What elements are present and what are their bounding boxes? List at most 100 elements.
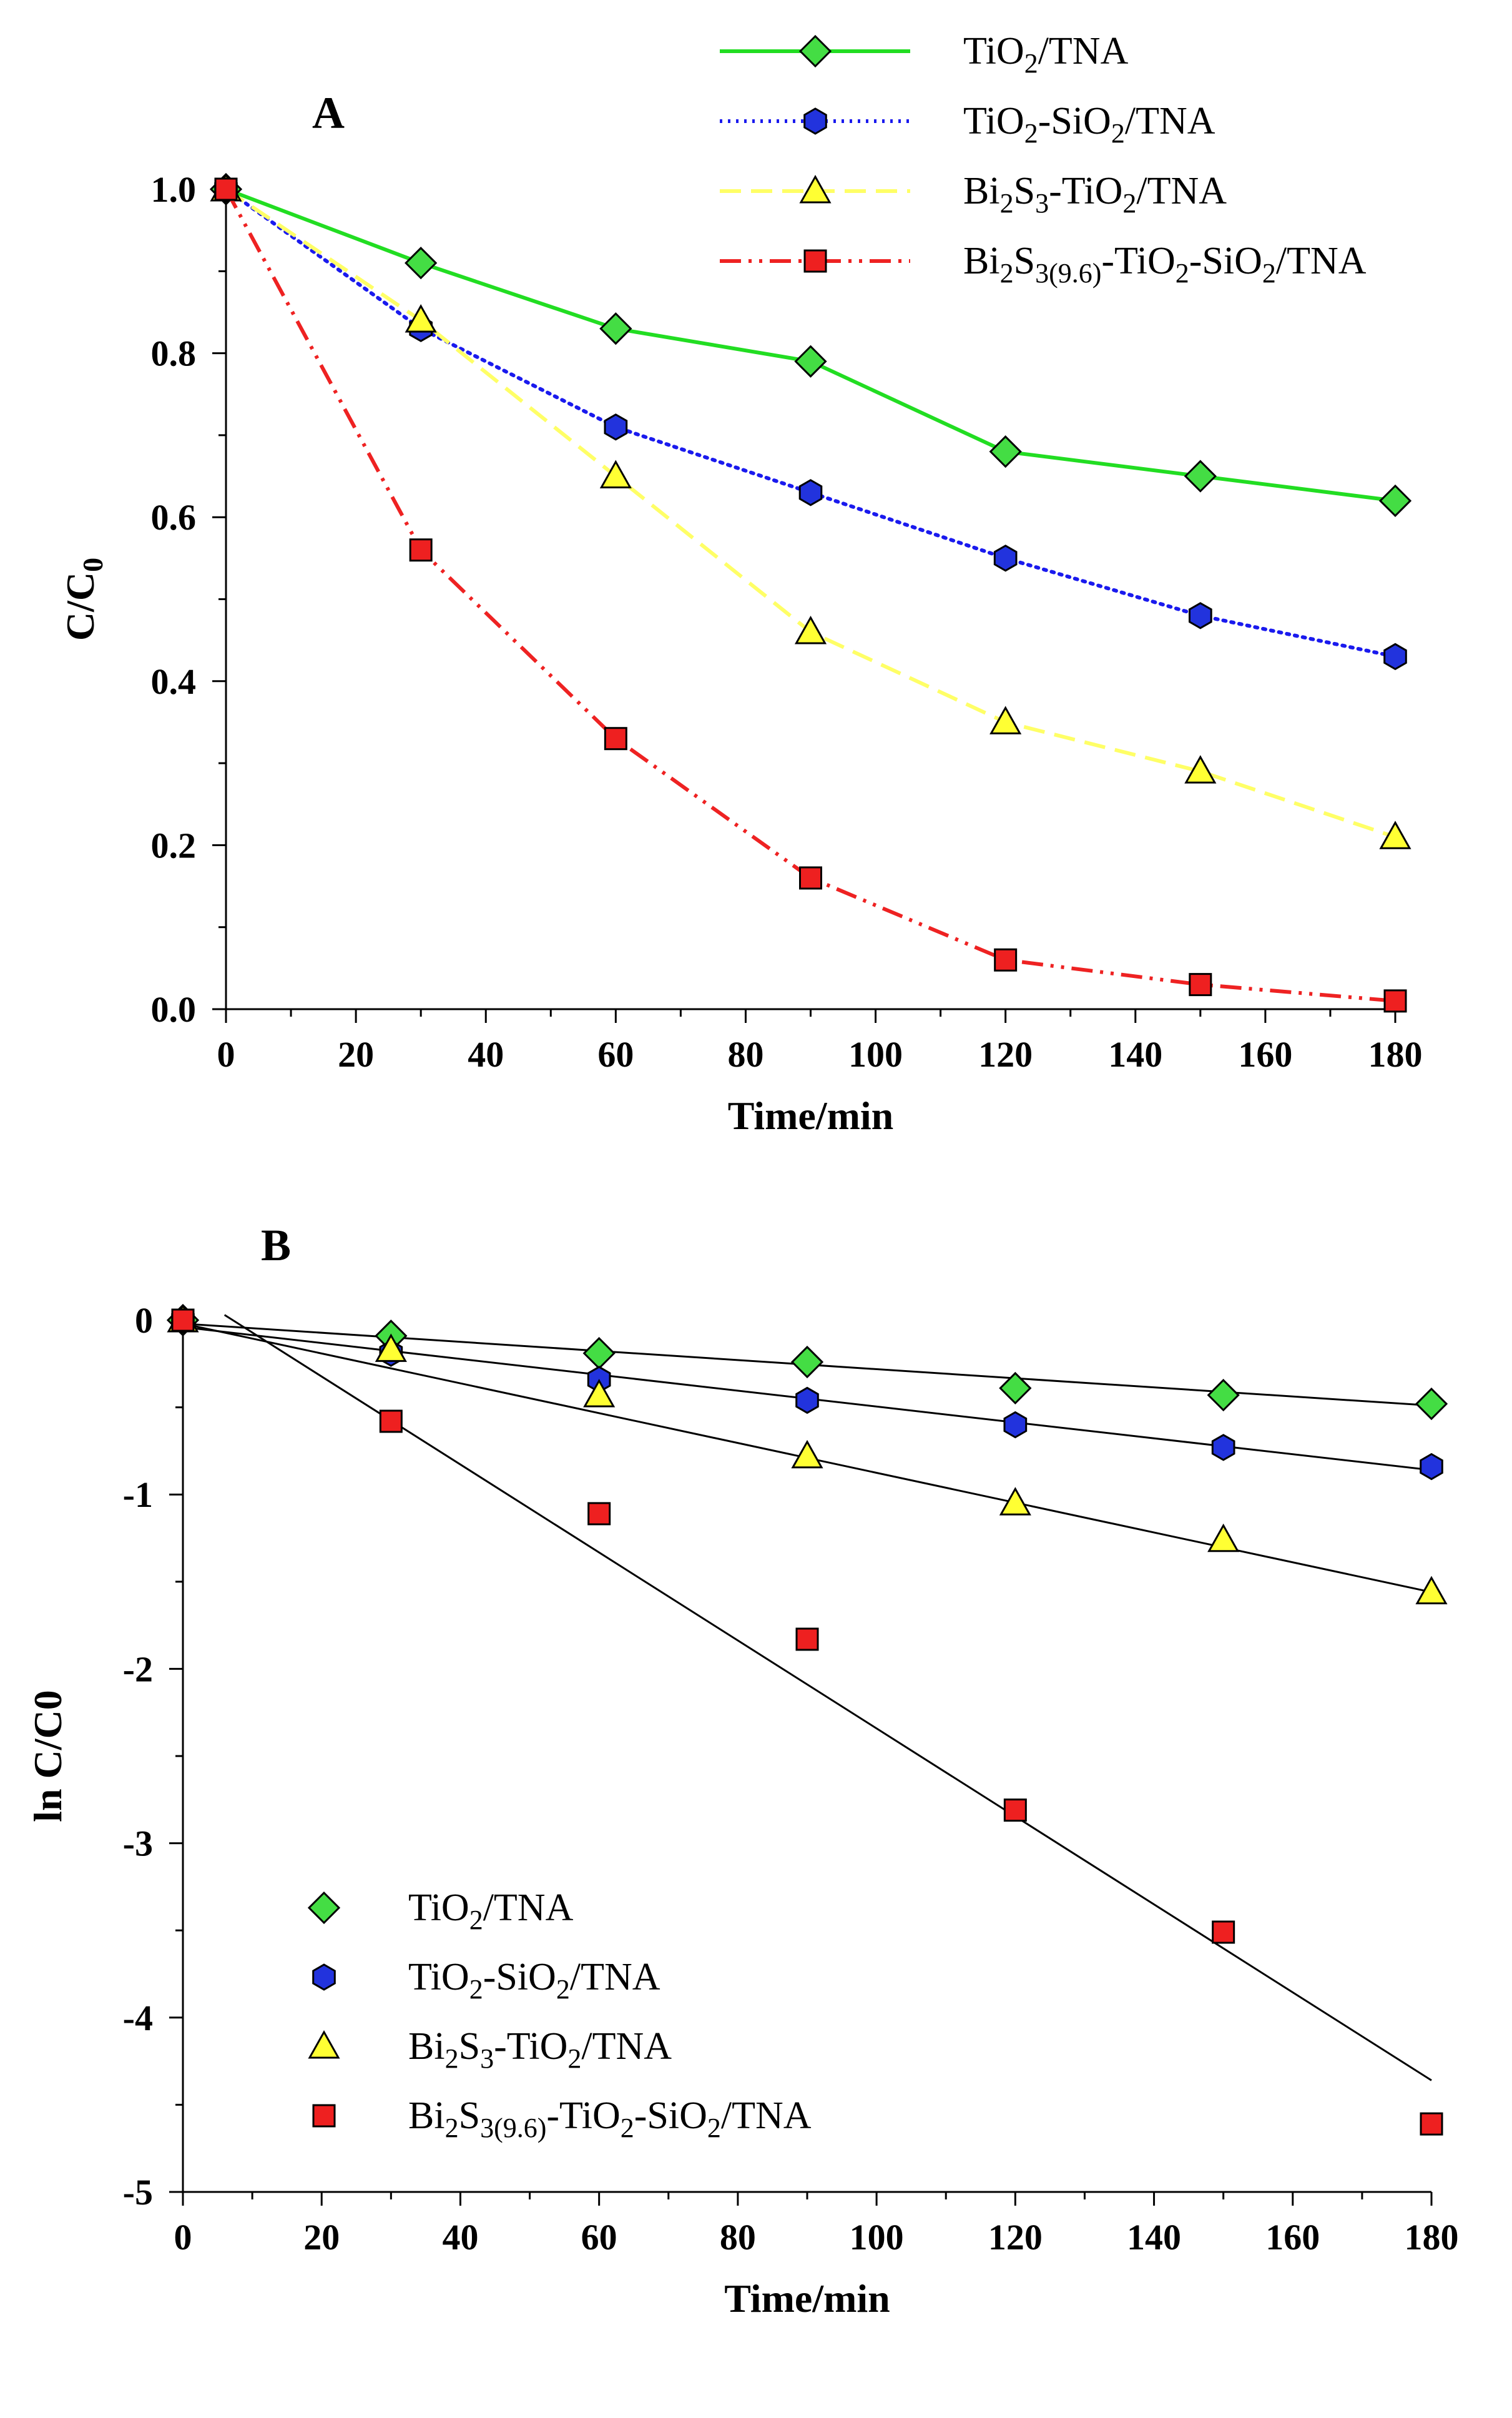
data-point	[587, 1502, 611, 1526]
data-point	[171, 1308, 195, 1332]
data-point	[999, 1371, 1032, 1405]
data-point	[794, 615, 827, 644]
data-point	[582, 1336, 616, 1370]
data-point	[1383, 989, 1407, 1013]
x-tick-label: 80	[727, 1034, 763, 1075]
x-tick-label: 180	[1405, 2217, 1459, 2258]
panel-b-label: B	[261, 1220, 291, 1270]
data-point	[405, 304, 437, 333]
x-tick-label: 180	[1368, 1034, 1423, 1075]
x-tick-label: 80	[720, 2217, 756, 2258]
x-tick-label: 20	[303, 2217, 340, 2258]
x-tick-label: 120	[988, 2217, 1043, 2258]
legend-marker	[799, 174, 832, 204]
x-tick-label: 60	[581, 2217, 617, 2258]
data-point	[583, 1378, 616, 1408]
data-point	[379, 1409, 403, 1433]
data-point	[1184, 755, 1217, 784]
x-tick-label: 60	[597, 1034, 634, 1075]
data-point	[375, 1333, 407, 1362]
panel-b-chart: 0 20 40 60 80 100 120 140 160 180 0 -1 -2 -3 -4 -5 Time/…	[26, 1300, 1459, 2321]
data-point	[1415, 1387, 1448, 1421]
legend-marker	[307, 1891, 341, 1925]
legend-label: TiO2-SiO2/TNA	[408, 1956, 660, 2005]
x-tick-label: 20	[338, 1034, 374, 1075]
data-point	[1379, 821, 1411, 849]
data-point	[1207, 1523, 1240, 1552]
y-tick-label: 0.2	[151, 825, 197, 866]
y-tick-label: 1.0	[151, 169, 197, 210]
data-point	[1212, 1920, 1235, 1944]
x-axis-title: Time/min	[728, 1093, 894, 1138]
x-tick-label: 120	[978, 1034, 1033, 1075]
data-point	[795, 1627, 819, 1651]
data-point	[795, 1386, 819, 1414]
data-point	[790, 1345, 824, 1379]
x-tick-label: 0	[174, 2217, 192, 2258]
data-point	[1003, 1411, 1028, 1439]
data-point	[1378, 484, 1412, 518]
y-tick-label: 0	[135, 1300, 153, 1341]
y-tick-label: 0.8	[151, 333, 197, 374]
y-tick-label: -5	[123, 2172, 153, 2213]
series-bi2s3-9-6-tio2-sio2-tna	[171, 1308, 1443, 2136]
y-axis-title: ln C/C0	[26, 1690, 70, 1822]
x-tick-label: 40	[468, 1034, 504, 1075]
legend-a: TiO2/TNA TiO2-SiO2/TNA Bi2S3-TiO2/TNA Bi2S3…	[720, 30, 1367, 289]
data-point	[599, 312, 632, 345]
data-point	[1415, 1576, 1448, 1604]
x-tick-label: 40	[442, 2217, 478, 2258]
y-tick-label: 0.6	[151, 497, 197, 538]
y-tick-label: -3	[123, 1823, 153, 1864]
data-point	[1003, 1799, 1027, 1822]
series-line	[225, 187, 1396, 503]
legend-marker	[312, 2104, 336, 2128]
legend-marker	[312, 1963, 336, 1991]
data-point	[794, 345, 827, 378]
legend-b: TiO2/TNA TiO2-SiO2/TNA Bi2S3-TiO2/TNA Bi2S3…	[307, 1887, 812, 2143]
x-axis-title: Time/min	[724, 2276, 890, 2321]
y-axis-title: C/C0	[58, 558, 109, 641]
data-point	[989, 706, 1022, 734]
data-point	[1189, 602, 1212, 629]
y-tick-label: 0.0	[151, 989, 197, 1030]
legend-label: TiO2/TNA	[963, 30, 1129, 79]
x-tick-label: 0	[217, 1034, 235, 1075]
data-point	[791, 1439, 823, 1469]
legend-marker	[798, 34, 832, 68]
data-point	[1420, 2112, 1443, 2136]
data-point	[1383, 643, 1407, 671]
data-point	[799, 866, 822, 890]
x-tick-label: 160	[1238, 1034, 1292, 1075]
series-tio2-tna	[209, 172, 1412, 518]
x-tick-label: 100	[850, 2217, 904, 2258]
legend-label: Bi2S3-TiO2/TNA	[963, 170, 1227, 219]
data-point	[1211, 1434, 1235, 1461]
legend-label: Bi2S3-TiO2/TNA	[408, 2025, 672, 2074]
y-tick-label: -4	[123, 1998, 153, 2038]
data-point	[604, 413, 628, 441]
data-point	[989, 435, 1022, 468]
x-tick-label: 160	[1265, 2217, 1320, 2258]
data-point	[409, 538, 433, 562]
data-point	[798, 479, 823, 506]
data-point	[993, 545, 1018, 572]
y-tick-label: 0.4	[151, 661, 197, 702]
series-bi2s3-9-6-tio2-sio2-tna	[214, 177, 1407, 1013]
fit-line	[223, 1314, 1432, 2081]
data-point	[604, 727, 627, 751]
data-point	[405, 247, 438, 280]
x-tick-label: 140	[1127, 2217, 1181, 2258]
legend-label: Bi2S3(9.6)-TiO2-SiO2/TNA	[408, 2095, 812, 2143]
legend-marker	[803, 107, 827, 135]
x-tick-label: 100	[848, 1034, 903, 1075]
data-point	[599, 460, 632, 488]
legend-label: TiO2-SiO2/TNA	[963, 100, 1215, 149]
data-point	[1189, 973, 1212, 997]
data-point	[1207, 1378, 1240, 1412]
y-tick-label: -1	[123, 1474, 153, 1515]
y-tick-label: -2	[123, 1649, 153, 1689]
data-point	[1420, 1453, 1443, 1481]
data-point	[994, 948, 1018, 972]
